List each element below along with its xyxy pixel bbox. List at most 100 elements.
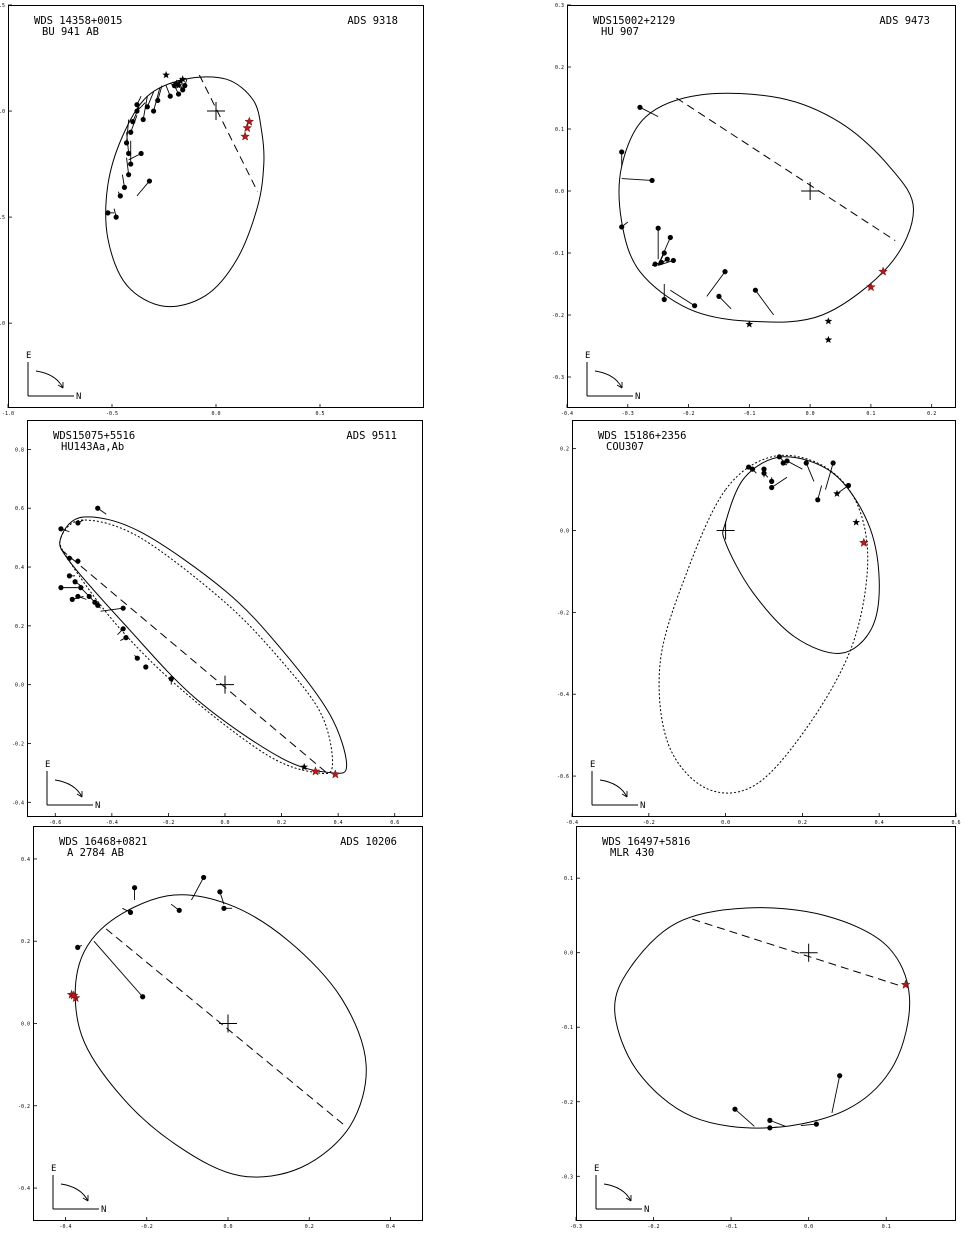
x-tick-label: 0.2 [798, 820, 807, 826]
observation-point [769, 484, 775, 491]
observation-point [69, 596, 75, 602]
orbit-plot-svg: -0.4 -0.2 0.0 0.2 0.4 0.6 -0.6 -0.4 -0.2 0.0 0.2 WD… [557, 420, 961, 826]
observation-point [845, 482, 852, 489]
y-tick-label: 0.2 [555, 65, 564, 71]
orbit-solid [722, 456, 880, 654]
x-tick-label: 0.0 [721, 820, 730, 826]
rotation-arrowhead [616, 382, 623, 389]
orbit-dotted [59, 519, 334, 775]
residual-line [670, 289, 695, 307]
observation-point [667, 234, 673, 241]
red-star-marker [242, 122, 253, 133]
observation-point [140, 994, 146, 1000]
y-tick-label: -0.1 [561, 1025, 573, 1031]
y-tick-label: -0.4 [18, 1186, 30, 1192]
y-tick-label: 0.2 [15, 624, 24, 630]
y-tick-label: 0.0 [15, 683, 24, 689]
rotation-arrow [594, 370, 623, 389]
orbit-solid [74, 894, 367, 1178]
observation-point [664, 256, 670, 262]
x-tick-label: 0.1 [882, 1224, 891, 1230]
ads-label: ADS 9473 [879, 15, 930, 27]
observation-point [58, 526, 64, 532]
plot-subtitle: COU307 [606, 441, 644, 453]
observation-point [752, 287, 759, 293]
x-tick-label: 0.2 [305, 1224, 314, 1230]
observation-point [217, 889, 223, 895]
observation-point [72, 579, 78, 585]
y-tick-label: 0.1 [555, 127, 564, 133]
y-tick-label: -0.2 [557, 610, 569, 616]
residual-line [100, 607, 124, 612]
rotation-arrowhead [76, 791, 83, 798]
observation-point [131, 885, 138, 891]
x-tick-label: 0.6 [951, 820, 960, 826]
residual-line [831, 1075, 841, 1114]
residual-line [771, 476, 788, 488]
orbit-panel-1: -1.0 -0.5 0.0 0.5 -1.0 -0.5 0.0 0.5 WDS 14358+00… [0, 3, 424, 417]
x-tick-label: -0.4 [561, 411, 573, 417]
y-tick-label: -1.0 [0, 321, 5, 327]
observation-point [113, 214, 119, 220]
observation-point [75, 520, 81, 526]
black-star-marker [162, 71, 170, 79]
x-tick-label: -0.6 [49, 820, 61, 826]
x-tick-label: 0.6 [390, 820, 399, 826]
observation-point [637, 104, 643, 110]
observation-point [105, 210, 111, 216]
x-tick-label: -0.2 [643, 820, 655, 826]
y-tick-label: 0.2 [21, 939, 30, 945]
x-tick-label: 0.1 [866, 411, 875, 417]
compass-e-label: E [51, 1164, 56, 1174]
ads-label: ADS 9511 [346, 430, 397, 442]
observation-point [670, 257, 676, 264]
observation-point [140, 116, 146, 123]
observation-point [830, 460, 836, 466]
observation-point [732, 1106, 738, 1112]
y-tick-label: -0.2 [18, 1104, 30, 1110]
orbit-panel-2: -0.4 -0.3 -0.2 -0.1 0.0 0.1 0.2 -0.3 -0.2 -0.1 0.0… [552, 3, 956, 417]
observation-point [120, 626, 126, 632]
observation-point [749, 466, 756, 472]
observation-point [75, 558, 81, 564]
observation-point [661, 296, 667, 303]
y-tick-label: 0.4 [21, 857, 30, 863]
rotation-arrowhead [621, 791, 628, 798]
x-tick-label: 0.0 [806, 411, 815, 417]
observation-point [143, 664, 149, 670]
observation-point [134, 102, 140, 108]
observation-point [151, 108, 157, 114]
residual-line [825, 462, 834, 490]
orbit-solid [614, 907, 911, 1129]
red-star-marker [244, 116, 255, 126]
observation-point [813, 1121, 820, 1127]
observation-point [120, 605, 126, 611]
residual-line [146, 91, 155, 107]
y-tick-label: -0.2 [12, 741, 24, 747]
compass-n-label: N [76, 392, 81, 402]
y-tick-label: 0.2 [560, 447, 569, 453]
residual-line [805, 462, 815, 482]
observation-point [123, 140, 130, 146]
observation-point [167, 93, 173, 99]
observation-point [134, 108, 140, 114]
observation-point [121, 184, 128, 191]
line-of-nodes [105, 928, 347, 1127]
y-tick-label: 0.5 [0, 3, 5, 9]
orbit-solid [618, 92, 915, 323]
observation-point [126, 150, 132, 157]
observation-point [221, 905, 227, 911]
x-tick-label: 0.0 [220, 820, 229, 826]
plot-title: WDS 15186+2356 [598, 430, 687, 442]
black-star-marker [824, 335, 833, 343]
orbit-dotted [658, 454, 869, 794]
observation-point [138, 150, 144, 157]
y-tick-label: 0.0 [555, 189, 564, 195]
orbit-plot-svg: -0.6 -0.4 -0.2 0.0 0.2 0.4 0.6 -0.4 -0.2 0.0 0.2 0.… [12, 420, 423, 826]
black-star-marker [174, 81, 183, 89]
x-tick-label: 0.0 [804, 1224, 813, 1230]
residual-line [191, 877, 205, 901]
ads-label: ADS 10206 [340, 836, 397, 848]
y-tick-label: -0.2 [561, 1100, 573, 1106]
red-star-marker [878, 266, 888, 276]
